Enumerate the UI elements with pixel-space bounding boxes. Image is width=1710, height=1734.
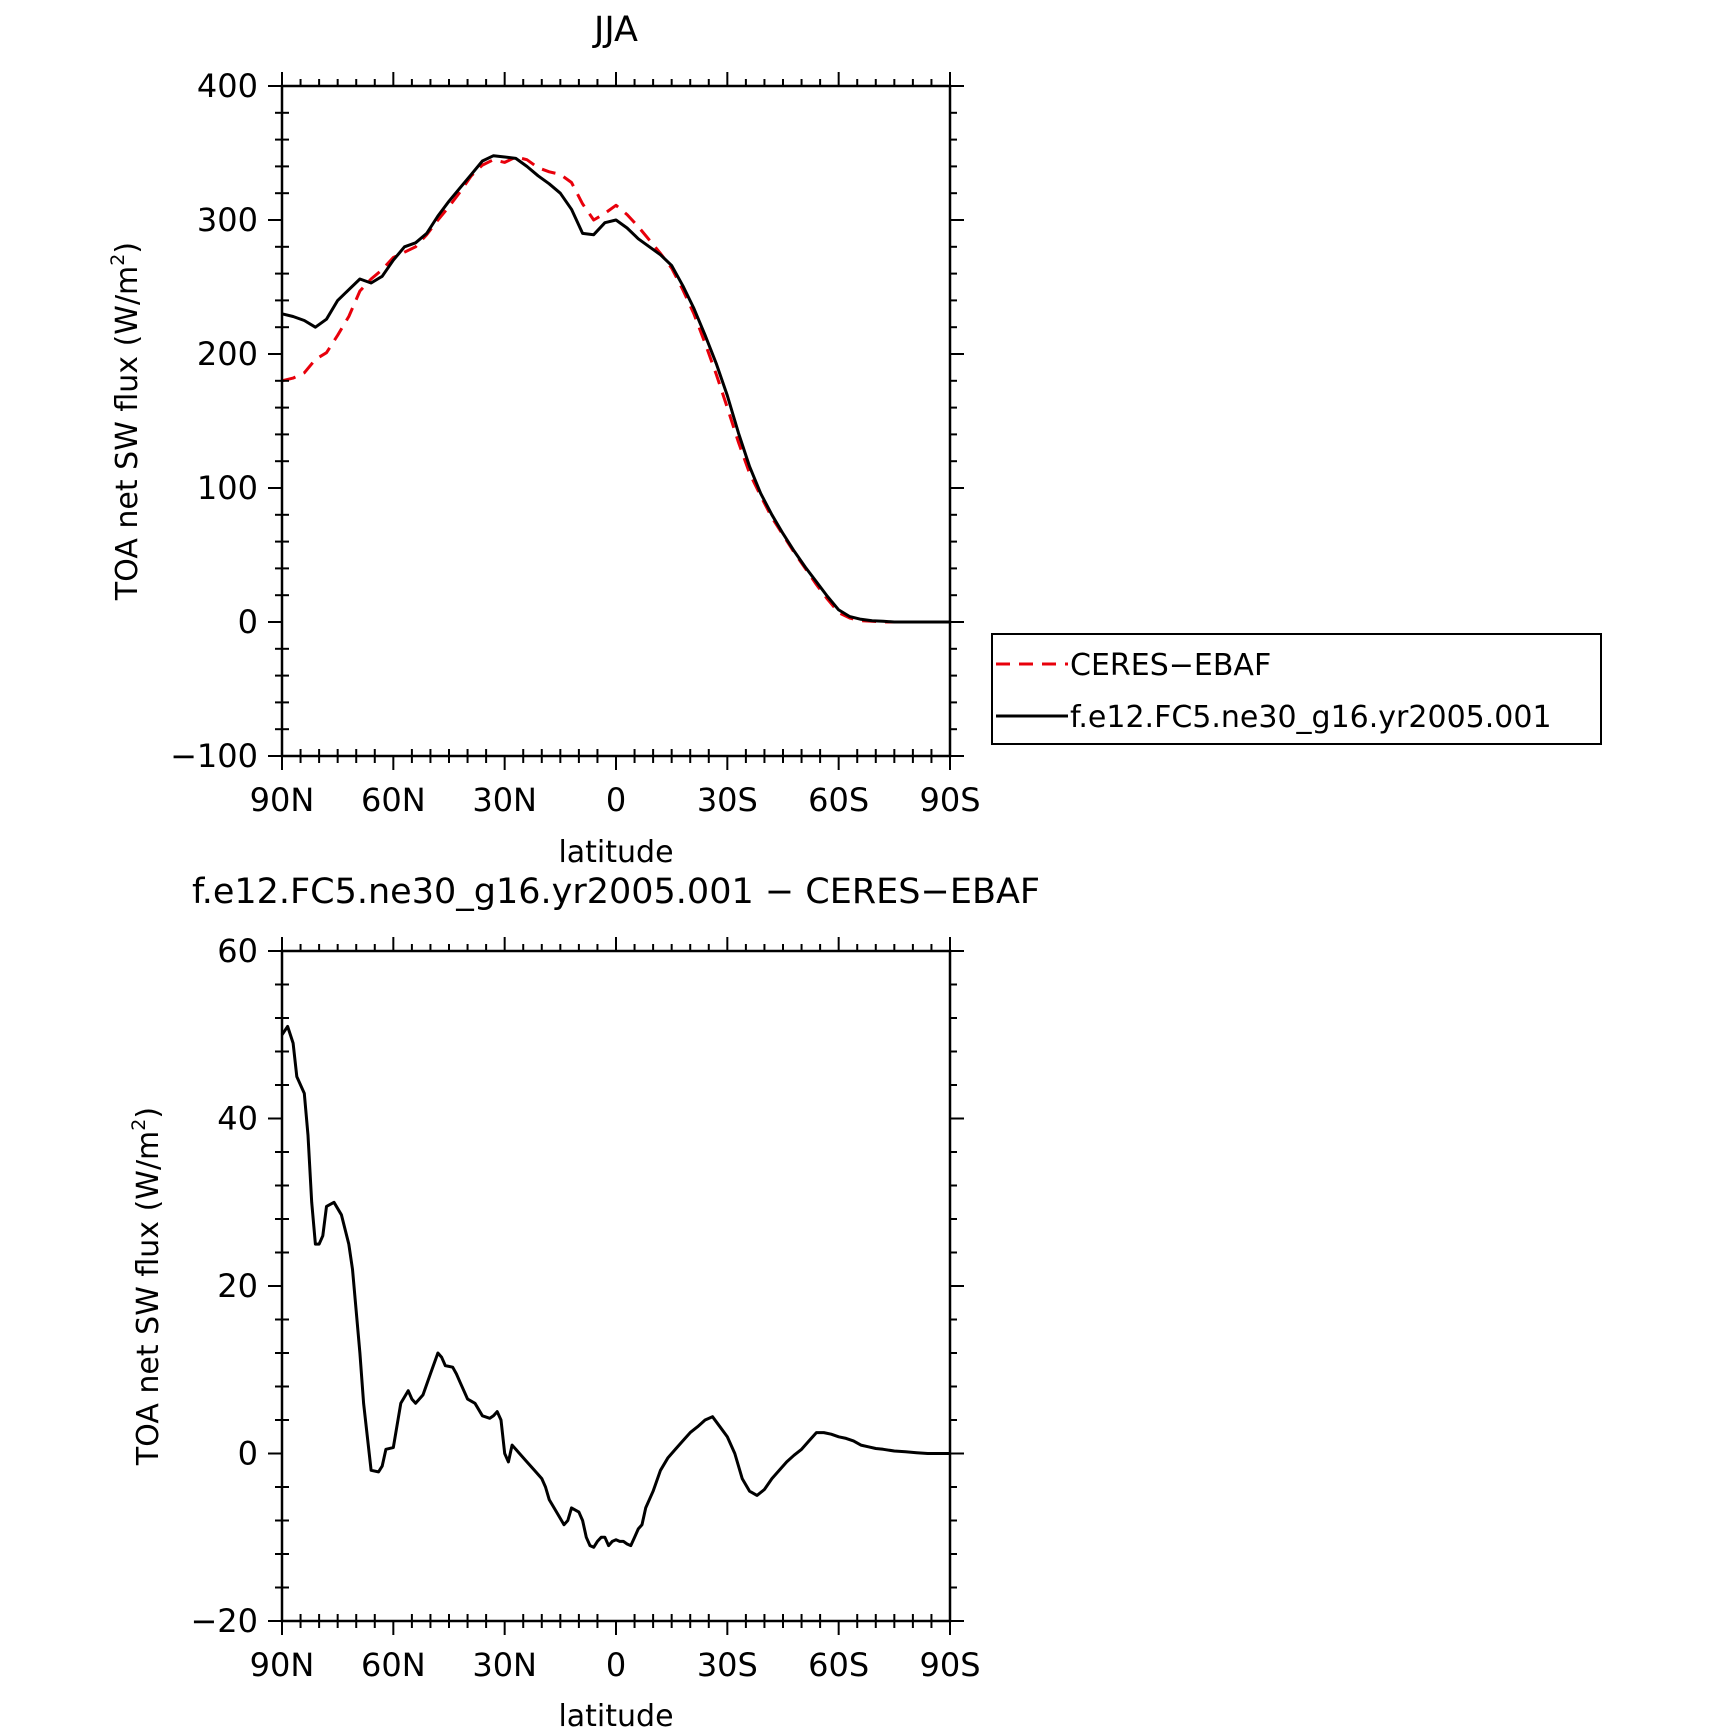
bottom-y-axis-label-close: ) <box>131 1107 166 1119</box>
top-y-axis-label-text: TOA net SW flux (W/m <box>110 266 145 601</box>
top-y-tick-label: 0 <box>238 603 258 641</box>
top-y-tick-label: 400 <box>197 67 258 105</box>
top-x-tick-label: 30S <box>697 781 758 819</box>
bottom-y-tick-label: −20 <box>190 1602 258 1640</box>
top-chart-title: JJA <box>592 10 638 50</box>
top-series-line-0 <box>281 155 950 624</box>
top-y-axis-label: TOA net SW flux (W/m2) <box>107 242 145 601</box>
top-x-tick-label: 90N <box>250 781 315 819</box>
bottom-y-tick-label: 40 <box>217 1100 258 1138</box>
top-x-axis-label: latitude <box>558 835 673 870</box>
bottom-y-tick-label: 0 <box>238 1435 258 1473</box>
bottom-x-tick-label: 30N <box>472 1646 537 1684</box>
top-panel: JJA 90N 60N 30N 0 30S 60S 90S −100 0 100 200 300 400… <box>107 10 1602 870</box>
bottom-series-line-0 <box>280 1024 950 1549</box>
top-y-tick-label: −100 <box>170 737 258 775</box>
bottom-x-axis-label: latitude <box>558 1699 673 1734</box>
bottom-x-tick-label: 0 <box>606 1646 626 1684</box>
bottom-chart-title: f.e12.FC5.ne30_g16.yr2005.001 − CERES−EB… <box>192 872 1040 912</box>
bottom-plot-frame <box>280 949 952 1623</box>
top-plot-frame <box>280 84 952 758</box>
top-series-line-1 <box>281 154 950 624</box>
legend-label-model: f.e12.FC5.ne30_g16.yr2005.001 <box>1070 700 1552 735</box>
top-x-tick-label: 90S <box>919 781 980 819</box>
bottom-y-tick-label: 60 <box>217 932 258 970</box>
top-y-axis-label-close: ) <box>110 242 145 254</box>
top-series-layer <box>281 154 950 624</box>
bottom-y-axis-label: TOA net SW flux (W/m2) <box>128 1107 166 1466</box>
top-y-tick-label: 200 <box>197 335 258 373</box>
top-x-tick-label: 60N <box>361 781 426 819</box>
legend: CERES−EBAF f.e12.FC5.ne30_g16.yr2005.001 <box>991 633 1602 745</box>
top-y-tick-label: 100 <box>197 469 258 507</box>
bottom-x-tick-label: 60S <box>808 1646 869 1684</box>
top-ticks-layer: 90N 60N 30N 0 30S 60S 90S −100 0 100 200 300 400 <box>170 67 980 819</box>
bottom-series-layer <box>280 1024 950 1549</box>
bottom-x-tick-label: 60N <box>361 1646 426 1684</box>
top-y-axis-label-superscript: 2 <box>107 254 129 266</box>
top-x-tick-label: 30N <box>472 781 537 819</box>
legend-label-ceres-ebaf: CERES−EBAF <box>1070 648 1271 683</box>
legend-box <box>991 633 1602 745</box>
bottom-panel: f.e12.FC5.ne30_g16.yr2005.001 − CERES−EB… <box>128 872 1040 1734</box>
bottom-x-tick-label: 90S <box>919 1646 980 1684</box>
bottom-x-tick-label: 30S <box>697 1646 758 1684</box>
bottom-y-axis-label-superscript: 2 <box>128 1119 150 1131</box>
bottom-x-tick-label: 90N <box>250 1646 315 1684</box>
bottom-ticks-layer: 90N 60N 30N 0 30S 60S 90S −20 0 20 40 60 <box>190 932 980 1684</box>
top-y-tick-label: 300 <box>197 201 258 239</box>
bottom-y-axis-label-text: TOA net SW flux (W/m <box>131 1131 166 1466</box>
bottom-y-tick-label: 20 <box>217 1267 258 1305</box>
top-x-tick-label: 60S <box>808 781 869 819</box>
top-x-tick-label: 0 <box>606 781 626 819</box>
